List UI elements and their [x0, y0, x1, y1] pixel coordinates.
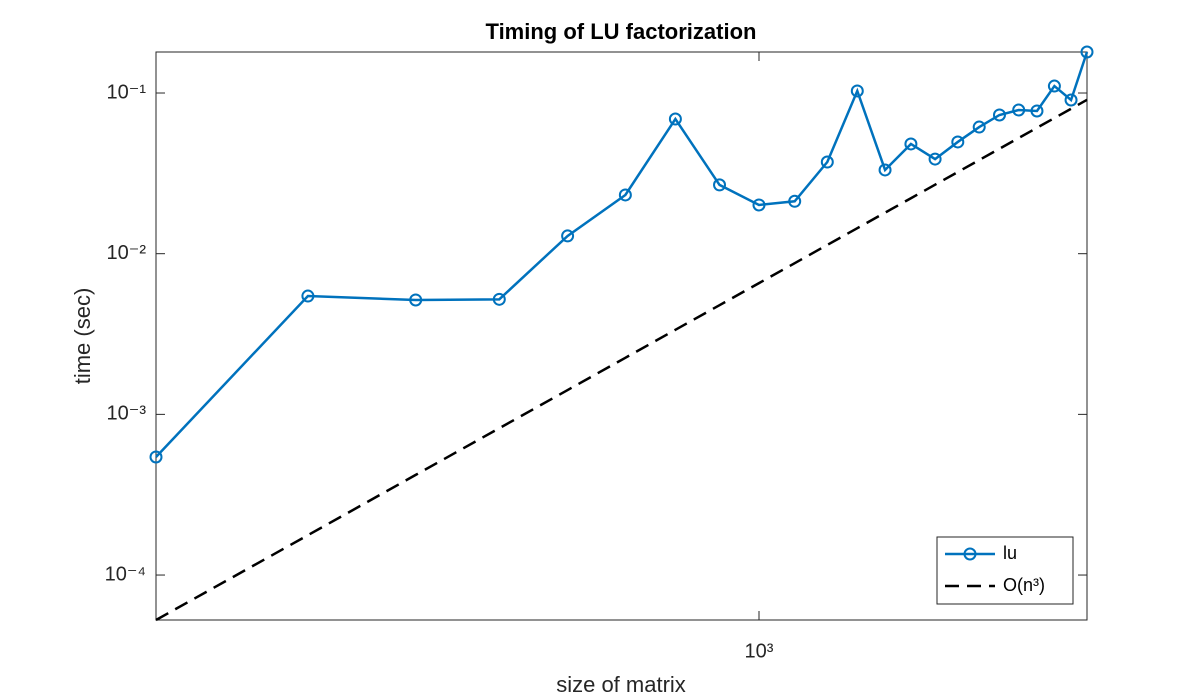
y-tick-label: 10⁻² [107, 242, 147, 264]
data-point [951, 135, 965, 149]
legend-label: lu [1003, 543, 1017, 563]
data-point [561, 229, 575, 243]
data-point [1030, 104, 1044, 118]
data-point [1080, 45, 1094, 59]
y-tick-label: 10⁻³ [107, 403, 147, 425]
y-tick-label: 10⁻¹ [107, 81, 147, 103]
data-point [409, 293, 423, 307]
data-point [752, 198, 766, 212]
y-tick-label: 10⁻⁴ [105, 563, 146, 585]
data-point [972, 120, 986, 134]
x-axis-label: size of matrix [556, 672, 686, 697]
data-point [788, 194, 802, 208]
data-point [820, 155, 834, 169]
data-point [492, 292, 506, 306]
legend-box [936, 536, 1074, 605]
legend-marker [963, 547, 977, 561]
data-point [928, 152, 942, 166]
data-point [850, 84, 864, 98]
data-point [1012, 103, 1026, 117]
data-point [668, 112, 682, 126]
data-point [713, 178, 727, 192]
y-axis-label: time (sec) [70, 288, 95, 385]
data-point [878, 163, 892, 177]
data-point [149, 450, 163, 464]
data-point [301, 289, 315, 303]
legend-label: O(n³) [1003, 575, 1045, 595]
chart-title: Timing of LU factorization [486, 19, 757, 44]
plot-area [155, 51, 1088, 621]
data-point [1047, 79, 1061, 93]
x-tick-label: 10³ [745, 640, 774, 662]
data-point [618, 188, 632, 202]
data-point [904, 137, 918, 151]
data-point [992, 108, 1006, 122]
data-point [1064, 93, 1078, 107]
series-line [155, 98, 1088, 622]
